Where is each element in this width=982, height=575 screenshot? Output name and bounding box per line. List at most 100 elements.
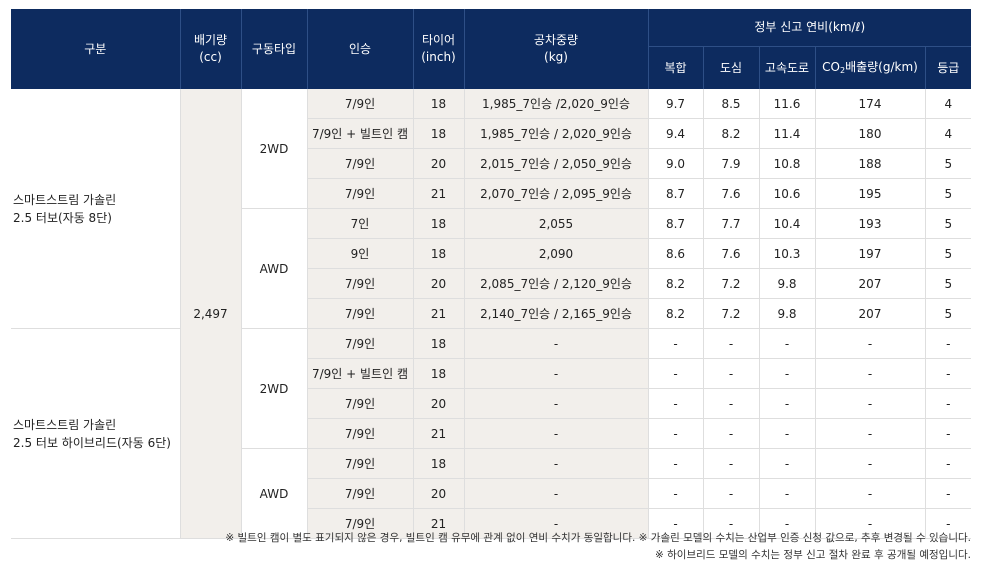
combined-cell: 8.7	[647, 178, 703, 209]
city-cell: -	[702, 388, 759, 419]
grade-cell: -	[924, 328, 972, 359]
engine-label: 스마트스트림 가솔린 2.5 터보 하이브리드(자동 6단)	[11, 328, 180, 539]
engine-label: 스마트스트림 가솔린 2.5 터보(자동 8단)	[11, 89, 180, 329]
weight-cell: 2,140_7인승 / 2,165_9인승	[463, 298, 648, 329]
combined-cell: 8.6	[647, 238, 703, 269]
spec-table-body: 스마트스트림 가솔린 2.5 터보(자동 8단) 2,497 2WD 7/9인 18 1,9…	[11, 89, 972, 539]
weight-cell: -	[463, 328, 648, 359]
table-row: 7/9인 21 2,140_7인승 / 2,165_9인승 8.2 7.2 9.8 207 5	[11, 298, 972, 329]
city-cell: 7.2	[702, 298, 759, 329]
city-cell: 7.7	[702, 208, 759, 239]
highway-cell: -	[758, 358, 815, 389]
tire-cell: 20	[412, 388, 464, 419]
tire-cell: 18	[412, 358, 464, 389]
co2-cell: -	[814, 388, 925, 419]
fuel-economy-spec-table: 구분 배기량 (cc) 구동타입 인승 타이어 (inch) 공차중량 (kg) 정부…	[11, 9, 972, 539]
seats-cell: 7/9인	[306, 388, 413, 419]
seats-cell: 7/9인 + 빌트인 캠	[306, 118, 413, 149]
highway-cell: -	[758, 328, 815, 359]
grade-cell: -	[924, 358, 972, 389]
tire-cell: 18	[412, 118, 464, 149]
city-cell: 8.2	[702, 118, 759, 149]
highway-cell: 10.3	[758, 238, 815, 269]
highway-cell: -	[758, 388, 815, 419]
weight-cell: -	[463, 508, 648, 539]
grade-cell: 5	[924, 238, 972, 269]
seats-cell: 7/9인	[306, 298, 413, 329]
co2-cell: -	[814, 478, 925, 509]
co2-cell: 195	[814, 178, 925, 209]
weight-cell: 2,015_7인승 / 2,050_9인승	[463, 148, 648, 179]
combined-cell: -	[647, 388, 703, 419]
table-row: 7/9인 21- - - - - -	[11, 508, 972, 539]
combined-cell: 9.0	[647, 148, 703, 179]
city-cell: -	[702, 418, 759, 449]
highway-cell: -	[758, 508, 815, 539]
weight-cell: -	[463, 358, 648, 389]
header-displacement: 배기량 (cc)	[180, 9, 242, 89]
drive-type: 2WD	[240, 328, 307, 449]
combined-cell: 8.7	[647, 208, 703, 239]
seats-cell: 7/9인	[306, 268, 413, 299]
co2-cell: -	[814, 448, 925, 479]
weight-cell: -	[463, 448, 648, 479]
grade-cell: 5	[924, 268, 972, 299]
tire-cell: 21	[412, 178, 464, 209]
weight-cell: -	[463, 478, 648, 509]
tire-cell: 21	[412, 508, 464, 539]
table-row: 스마트스트림 가솔린 2.5 터보 하이브리드(자동 6단) 2WD 7/9인 18- -…	[11, 328, 972, 539]
tire-cell: 18	[412, 328, 464, 359]
header-co2: CO2배출량(g/km)	[815, 46, 926, 89]
city-cell: -	[702, 478, 759, 509]
drive-type: AWD	[240, 208, 307, 329]
highway-cell: 11.6	[758, 89, 815, 119]
city-cell: 7.6	[702, 178, 759, 209]
co2-cell: 174	[814, 89, 925, 119]
grade-cell: 5	[924, 298, 972, 329]
city-cell: -	[702, 508, 759, 539]
city-cell: -	[702, 448, 759, 479]
table-row: 9인 18 2,090 8.6 7.6 10.3 197 5	[11, 238, 972, 269]
co2-cell: -	[814, 358, 925, 389]
table-row: 7/9인 + 빌트인 캠 18 1,985_7인승 / 2,020_9인승 9.4 8.…	[11, 118, 972, 149]
seats-cell: 7/9인 + 빌트인 캠	[306, 358, 413, 389]
combined-cell: 9.7	[647, 89, 703, 119]
co2-cell: -	[814, 418, 925, 449]
seats-cell: 7/9인	[306, 148, 413, 179]
header-city: 도심	[703, 46, 760, 89]
grade-cell: 4	[924, 89, 972, 119]
weight-cell: 2,090	[463, 238, 648, 269]
grade-cell: -	[924, 508, 972, 539]
header-combined: 복합	[648, 46, 704, 89]
drive-type: AWD	[240, 448, 307, 539]
table-row: 7/9인 20 2,085_7인승 / 2,120_9인승 8.2 7.2 9.8 207 5	[11, 268, 972, 299]
tire-cell: 20	[412, 268, 464, 299]
header-highway: 고속도로	[759, 46, 816, 89]
highway-cell: -	[758, 448, 815, 479]
header-seats: 인승	[307, 9, 414, 89]
seats-cell: 7인	[306, 208, 413, 239]
seats-cell: 7/9인	[306, 508, 413, 539]
highway-cell: -	[758, 478, 815, 509]
seats-cell: 7/9인	[306, 478, 413, 509]
table-row: 7/9인 21- - - - - -	[11, 418, 972, 449]
co2-cell: 197	[814, 238, 925, 269]
co2-cell: 207	[814, 268, 925, 299]
tire-cell: 21	[412, 418, 464, 449]
footnote-line-2: ※ 하이브리드 모델의 수치는 정부 신고 절차 완료 후 공개될 예정입니다.	[655, 549, 971, 561]
header-fuel-economy-group: 정부 신고 연비(km/ℓ)	[648, 9, 972, 47]
city-cell: -	[702, 328, 759, 359]
tire-cell: 20	[412, 148, 464, 179]
seats-cell: 7/9인	[306, 448, 413, 479]
combined-cell: 8.2	[647, 298, 703, 329]
header-grade: 등급	[925, 46, 972, 89]
tire-cell: 18	[412, 208, 464, 239]
weight-cell: -	[463, 418, 648, 449]
combined-cell: 9.4	[647, 118, 703, 149]
combined-cell: -	[647, 328, 703, 359]
city-cell: 7.2	[702, 268, 759, 299]
seats-cell: 7/9인	[306, 178, 413, 209]
co2-cell: 207	[814, 298, 925, 329]
weight-cell: 2,070_7인승 / 2,095_9인승	[463, 178, 648, 209]
grade-cell: -	[924, 388, 972, 419]
